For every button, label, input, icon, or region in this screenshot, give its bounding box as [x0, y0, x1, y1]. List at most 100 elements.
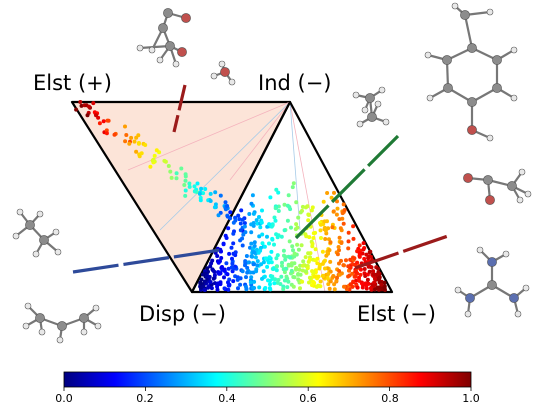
- data-point: [202, 279, 207, 284]
- data-point: [239, 208, 244, 213]
- data-point: [300, 268, 305, 273]
- data-point: [335, 275, 339, 280]
- data-point: [328, 279, 333, 284]
- data-point: [289, 268, 294, 273]
- pointer-elst-negative: [354, 234, 449, 270]
- data-point: [199, 277, 204, 282]
- data-point: [313, 258, 318, 263]
- data-point: [242, 224, 247, 229]
- data-point: [337, 235, 342, 240]
- data-point: [258, 225, 263, 230]
- data-point: [273, 206, 278, 211]
- data-point: [262, 244, 267, 249]
- data-point: [337, 272, 342, 277]
- data-point: [367, 269, 372, 274]
- data-point: [294, 200, 299, 205]
- data-point: [321, 259, 326, 264]
- data-point: [235, 277, 240, 282]
- data-point: [254, 269, 259, 274]
- data-point: [242, 221, 247, 226]
- data-point: [197, 191, 202, 196]
- data-point: [306, 251, 311, 256]
- data-point: [224, 236, 229, 240]
- data-point: [322, 219, 327, 224]
- data-point: [257, 285, 262, 290]
- data-point: [346, 274, 351, 279]
- data-point: [306, 259, 311, 264]
- data-point: [231, 231, 236, 236]
- data-point: [236, 213, 241, 218]
- data-point: [306, 212, 311, 217]
- data-point: [296, 247, 301, 252]
- data-point: [321, 199, 326, 204]
- data-point: [341, 263, 346, 268]
- data-point: [274, 264, 279, 269]
- data-point: [211, 276, 216, 281]
- data-point: [199, 186, 204, 191]
- data-point: [251, 211, 256, 216]
- data-point: [311, 280, 316, 284]
- data-point: [354, 270, 359, 274]
- data-point: [320, 249, 325, 254]
- data-point: [310, 241, 315, 246]
- data-point: [94, 113, 98, 118]
- data-point: [269, 249, 274, 254]
- data-point: [258, 248, 263, 253]
- data-point: [377, 275, 382, 280]
- data-point: [373, 287, 378, 292]
- data-point: [254, 247, 259, 252]
- data-point: [336, 245, 341, 249]
- data-point: [329, 195, 334, 200]
- data-point: [183, 178, 188, 183]
- data-point: [202, 287, 207, 292]
- data-point: [208, 280, 213, 285]
- data-point: [332, 287, 337, 292]
- data-point: [379, 282, 384, 287]
- data-point: [260, 241, 265, 246]
- data-point: [272, 281, 277, 286]
- data-point: [357, 243, 362, 248]
- data-point: [101, 119, 106, 124]
- data-point: [123, 139, 128, 144]
- data-point: [260, 208, 264, 213]
- data-point: [225, 272, 230, 277]
- data-point: [294, 222, 299, 227]
- data-point: [275, 253, 280, 258]
- data-point: [79, 103, 84, 108]
- data-point: [269, 224, 274, 229]
- data-point: [296, 215, 301, 220]
- data-point: [210, 258, 215, 263]
- data-point: [344, 258, 348, 263]
- data-point: [198, 198, 203, 203]
- data-point: [372, 276, 377, 281]
- data-point: [104, 128, 109, 133]
- data-point: [267, 222, 272, 227]
- data-point: [129, 135, 134, 140]
- data-point: [252, 240, 257, 245]
- data-point: [226, 266, 231, 271]
- data-point: [97, 121, 102, 126]
- data-point: [231, 279, 236, 284]
- data-point: [265, 234, 269, 239]
- data-point: [317, 266, 322, 271]
- data-point: [253, 255, 258, 260]
- data-point: [230, 261, 235, 266]
- data-point: [303, 255, 308, 260]
- data-point: [352, 256, 357, 261]
- data-point: [240, 217, 245, 222]
- data-point: [192, 189, 197, 194]
- data-point: [341, 221, 346, 226]
- data-point: [269, 260, 274, 265]
- molecules: [12, 2, 532, 344]
- data-point: [238, 228, 243, 233]
- data-point: [310, 269, 315, 274]
- data-point: [208, 191, 213, 196]
- data-point: [340, 211, 345, 216]
- data-point: [357, 275, 361, 280]
- data-point: [248, 245, 252, 250]
- colorbar-tick-label: 0.0: [55, 392, 73, 405]
- data-point: [229, 265, 234, 270]
- data-point: [132, 139, 137, 144]
- data-point: [266, 260, 271, 265]
- data-point: [238, 221, 243, 226]
